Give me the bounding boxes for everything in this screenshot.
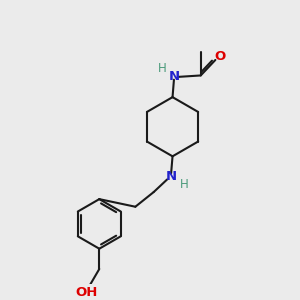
Text: N: N	[168, 70, 179, 83]
Text: H: H	[158, 62, 167, 75]
Text: O: O	[215, 50, 226, 63]
Text: OH: OH	[75, 286, 98, 298]
Text: H: H	[179, 178, 188, 191]
Text: N: N	[166, 170, 177, 183]
